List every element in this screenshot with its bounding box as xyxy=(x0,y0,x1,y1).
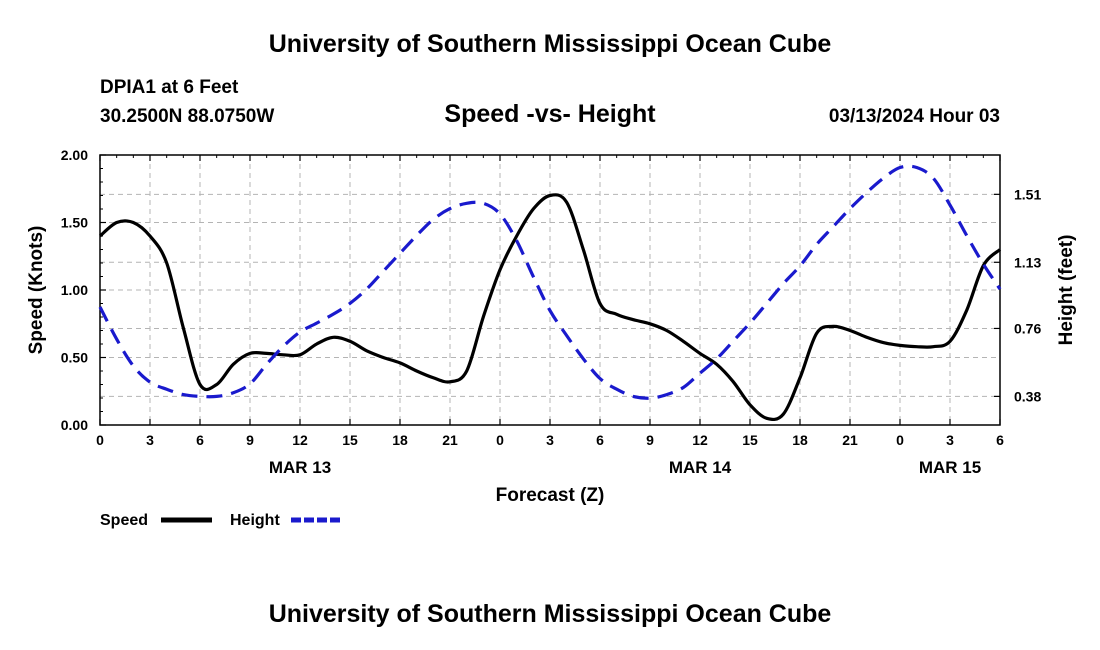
series-height xyxy=(98,164,1002,400)
x-tick-label: 15 xyxy=(342,432,358,448)
y2-tick-label: 0.38 xyxy=(1014,388,1041,404)
series xyxy=(98,164,1002,422)
x-tick-label: 3 xyxy=(546,432,554,448)
series-speed xyxy=(98,193,1002,422)
x-tick-label: 6 xyxy=(196,432,204,448)
y-tick-label: 0.50 xyxy=(61,350,88,366)
y2-tick-label: 0.76 xyxy=(1014,320,1041,336)
grid xyxy=(100,155,1000,425)
legend-label-speed: Speed xyxy=(100,512,148,529)
x-tick-label: 0 xyxy=(496,432,504,448)
legend-label-height: Height xyxy=(230,512,280,529)
y2-tick-label: 1.13 xyxy=(1014,254,1041,270)
date-label: MAR 15 xyxy=(919,458,981,477)
x-tick-label: 9 xyxy=(646,432,654,448)
x-tick-label: 21 xyxy=(442,432,458,448)
x-tick-label: 0 xyxy=(96,432,104,448)
date-label: MAR 13 xyxy=(269,458,331,477)
station-name: DPIA1 at 6 Feet xyxy=(100,77,239,98)
y-tick-label: 1.00 xyxy=(61,282,88,298)
y-tick-label: 1.50 xyxy=(61,215,88,231)
run-time: 03/13/2024 Hour 03 xyxy=(828,106,1000,127)
footer-title: University of Southern Mississippi Ocean… xyxy=(268,600,832,628)
legend: Speed Height xyxy=(100,512,342,529)
y-tick-label: 0.00 xyxy=(61,417,88,433)
x-tick-label: 3 xyxy=(946,432,954,448)
y-axis-label: Speed (Knots) xyxy=(26,226,47,355)
y-tick-label: 2.00 xyxy=(61,147,88,163)
main-title: University of Southern Mississippi Ocean… xyxy=(268,30,832,58)
height-line xyxy=(98,164,1002,400)
x-tick-label: 3 xyxy=(146,432,154,448)
x-tick-label: 6 xyxy=(996,432,1004,448)
x-tick-label: 15 xyxy=(742,432,758,448)
x-tick-label: 21 xyxy=(842,432,858,448)
y2-axis-label: Height (feet) xyxy=(1056,235,1077,346)
station-coordinates: 30.2500N 88.0750W xyxy=(100,106,275,127)
x-tick-label: 18 xyxy=(392,432,408,448)
x-tick-label: 18 xyxy=(792,432,808,448)
x-tick-label: 6 xyxy=(596,432,604,448)
date-label: MAR 14 xyxy=(669,458,732,477)
x-tick-label: 9 xyxy=(246,432,254,448)
chart-title: Speed -vs- Height xyxy=(444,100,656,128)
x-tick-label: 0 xyxy=(896,432,904,448)
x-tick-label: 12 xyxy=(292,432,308,448)
x-axis-label: Forecast (Z) xyxy=(496,485,605,506)
x-tick-label: 12 xyxy=(692,432,708,448)
y2-tick-label: 1.51 xyxy=(1014,186,1041,202)
axis-ticks: 0 3 6 9 12 15 18 21 0 3 6 9 12 15 18 21 0 3 6 0.00 0.50 1.00 1… xyxy=(61,147,1042,477)
